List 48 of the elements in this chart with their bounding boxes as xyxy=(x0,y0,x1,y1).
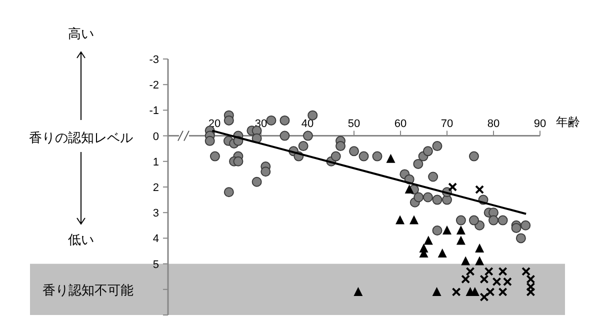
y-tick-label: 2 xyxy=(152,182,159,194)
point xyxy=(456,226,466,235)
x-tick-label: 60 xyxy=(394,118,407,130)
text: 高い xyxy=(68,26,94,41)
x-tick-label: 40 xyxy=(301,118,314,130)
point xyxy=(475,243,484,252)
point xyxy=(498,287,508,296)
point xyxy=(475,185,484,194)
text: 低い xyxy=(68,232,94,247)
point xyxy=(396,215,405,224)
x-tick-label: 70 xyxy=(440,118,454,130)
point xyxy=(475,256,484,266)
y-tick-label: -3 xyxy=(149,54,159,66)
point xyxy=(498,266,508,276)
point xyxy=(409,215,418,224)
point xyxy=(492,277,502,286)
x-tick-label: 80 xyxy=(487,118,500,130)
point xyxy=(484,266,494,276)
point xyxy=(461,274,470,284)
point xyxy=(502,277,512,286)
point xyxy=(404,184,414,194)
point xyxy=(452,287,461,296)
point xyxy=(480,274,489,284)
point xyxy=(486,287,495,296)
band-label: 香り認知不可能 xyxy=(42,282,134,298)
point xyxy=(456,236,466,245)
point xyxy=(354,286,363,296)
point xyxy=(461,256,470,266)
x-axis-title: 年齢 xyxy=(556,114,580,129)
point xyxy=(386,154,396,163)
y-tick-label: 0 xyxy=(152,130,159,143)
y-axis-title: 香りの認知レベル xyxy=(29,130,133,145)
y-tick-label: 4 xyxy=(152,233,159,246)
y-tick-label: -2 xyxy=(149,80,159,92)
y-tick-label: 1 xyxy=(152,156,159,168)
y-tick-label: 3 xyxy=(152,208,159,220)
point xyxy=(438,248,447,258)
point xyxy=(442,226,452,235)
point xyxy=(448,182,458,192)
point xyxy=(424,236,433,245)
point xyxy=(480,292,489,302)
point xyxy=(432,286,442,296)
x-tick-label: 50 xyxy=(348,118,360,130)
x-tick-label: 90 xyxy=(534,118,546,130)
y-tick-label: -1 xyxy=(149,105,159,118)
y-tick-label: 5 xyxy=(152,258,159,271)
point xyxy=(522,266,531,276)
point xyxy=(466,266,475,276)
